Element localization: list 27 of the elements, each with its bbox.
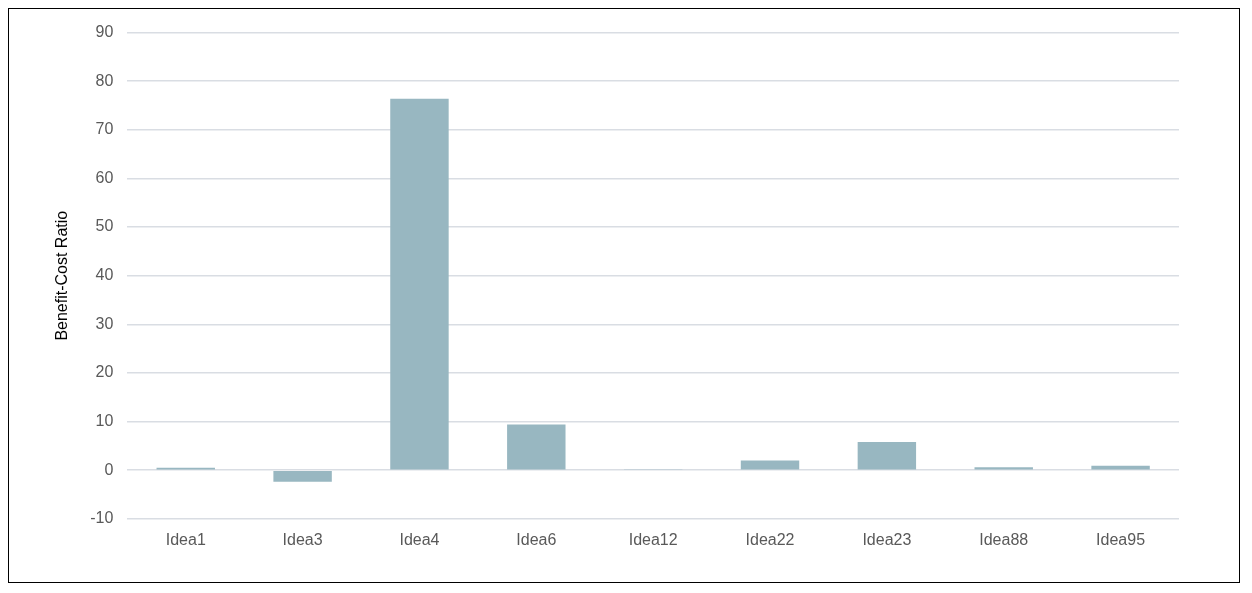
x-tick-label: Idea4 (399, 530, 440, 548)
y-tick-label: 40 (95, 266, 114, 284)
x-tick-label: Idea1 (165, 530, 206, 548)
y-tick-label: 60 (95, 168, 114, 186)
bar (507, 424, 566, 470)
y-tick-label: -10 (90, 509, 114, 527)
bar (740, 460, 800, 470)
x-tick-label: Idea23 (862, 530, 912, 548)
y-tick-label: 50 (95, 217, 114, 235)
y-tick-label: 20 (95, 363, 114, 381)
y-tick-label: 70 (95, 120, 114, 138)
y-tick-label: 30 (95, 314, 114, 332)
x-tick-label: Idea88 (979, 530, 1029, 548)
y-tick-label: 0 (104, 460, 114, 478)
bar (857, 441, 917, 470)
bar (390, 98, 449, 470)
x-tick-label: Idea22 (745, 530, 795, 548)
x-tick-label: Idea12 (628, 530, 678, 548)
x-tick-label: Idea95 (1096, 530, 1146, 548)
x-tick-label: Idea3 (282, 530, 323, 548)
y-tick-label: 90 (95, 23, 114, 41)
bar (273, 470, 332, 482)
x-tick-label: Idea6 (516, 530, 557, 548)
y-tick-label: 80 (95, 71, 114, 89)
y-tick-label: 10 (95, 411, 114, 429)
bar (974, 467, 1033, 470)
y-axis-title: Benefit-Cost Ratio (53, 210, 71, 341)
